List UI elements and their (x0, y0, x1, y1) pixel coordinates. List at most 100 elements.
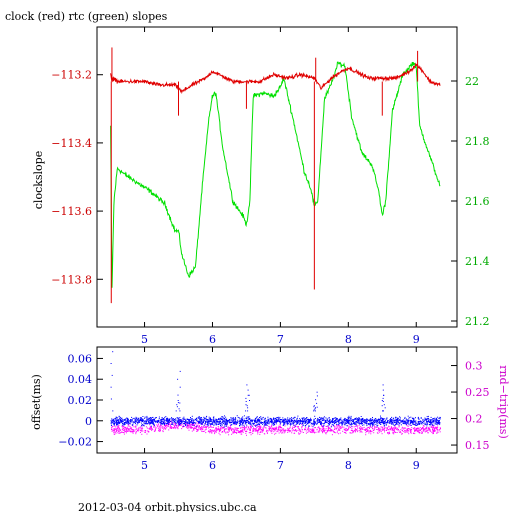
offset-point (282, 417, 284, 419)
rndtrip-point (401, 433, 403, 435)
offset-point (411, 420, 413, 421)
offset-point (267, 420, 269, 421)
offset-point (234, 417, 236, 419)
offset-point (408, 424, 410, 426)
rndtrip-point (235, 431, 237, 433)
offset-point (204, 417, 206, 419)
rndtrip-point (391, 426, 393, 428)
offset-point (391, 420, 393, 422)
offset-point (192, 422, 194, 424)
offset-point (328, 422, 330, 423)
offset-point (302, 420, 303, 422)
offset-point (209, 423, 211, 425)
rndtrip-point (365, 432, 367, 434)
offset-point (370, 418, 372, 420)
offset-point (188, 423, 190, 425)
rndtrip-point (220, 427, 221, 429)
offset-point (248, 419, 250, 421)
offset-point (225, 421, 227, 423)
rndtrip-point (140, 427, 142, 429)
offset-point (349, 424, 351, 426)
offset-point (121, 421, 123, 423)
offset-point (254, 420, 255, 422)
offset-point (328, 423, 330, 425)
offset-point (146, 419, 148, 421)
offset-point (424, 419, 426, 421)
rndtrip-point (182, 423, 184, 425)
rndtrip-point (380, 431, 382, 433)
rndtrip-point (155, 428, 156, 430)
offset-point (366, 419, 368, 421)
offset-point (147, 419, 149, 421)
offset-point (304, 421, 306, 423)
offset-point (131, 416, 133, 418)
offset-point (305, 424, 307, 426)
offset-point (399, 419, 401, 421)
rndtrip-point (305, 430, 307, 432)
offset-point (161, 420, 163, 422)
offset-point (432, 418, 434, 420)
offset-point (297, 421, 299, 423)
offset-point (412, 423, 414, 425)
offset-point (257, 418, 259, 420)
offset-point (372, 418, 374, 420)
offset-point (254, 423, 255, 425)
rndtrip-point (407, 430, 408, 432)
offset-point (255, 420, 257, 422)
rndtrip-point (321, 426, 323, 428)
rndtrip-point (348, 428, 350, 430)
offset-point (211, 418, 213, 420)
offset-point (415, 424, 417, 426)
offset-point (215, 422, 217, 424)
offset-point (116, 417, 118, 419)
offset-point (221, 422, 223, 423)
rndtrip-point (305, 429, 307, 430)
offset-point (118, 416, 120, 418)
offset-point (264, 423, 266, 425)
offset-outlier (316, 395, 318, 397)
offset-point (265, 423, 267, 425)
rndtrip-point (306, 428, 308, 430)
rndtrip-point (115, 427, 117, 429)
offset-point (319, 420, 321, 422)
offset-point (282, 419, 284, 421)
offset-point (282, 421, 284, 423)
offset-outlier (316, 406, 318, 408)
offset-point (233, 420, 235, 422)
offset-point (231, 424, 233, 426)
offset-point (420, 422, 422, 424)
offset-point (122, 420, 124, 422)
offset-outlier (245, 401, 247, 402)
offset-point (203, 421, 204, 423)
rndtrip-point (409, 430, 411, 432)
offset-point (122, 421, 124, 422)
offset-point (313, 424, 315, 426)
offset-point (196, 417, 198, 419)
rndtrip-point (270, 426, 272, 428)
offset-point (316, 423, 318, 425)
offset-point (313, 421, 315, 423)
offset-point (202, 423, 204, 425)
rndtrip-point (405, 431, 407, 432)
rndtrip-point (369, 429, 371, 431)
offset-point (123, 424, 125, 426)
rndtrip-point (263, 433, 265, 435)
offset-point (216, 420, 218, 422)
rndtrip-point (271, 425, 273, 427)
offset-point (329, 422, 331, 424)
offset-point (245, 420, 247, 422)
offset-point (272, 421, 274, 423)
offset-point (150, 420, 152, 422)
offset-point (402, 419, 404, 421)
rndtrip-point (159, 426, 161, 428)
offset-point (406, 422, 408, 424)
offset-point (226, 423, 228, 425)
offset-point (353, 420, 354, 422)
offset-point (388, 420, 390, 422)
rndtrip-point (358, 425, 360, 427)
rndtrip-point (366, 428, 368, 430)
rndtrip-point (197, 429, 199, 431)
offset-point (237, 419, 239, 421)
offset-point (344, 419, 346, 421)
rndtrip-point (199, 427, 201, 429)
